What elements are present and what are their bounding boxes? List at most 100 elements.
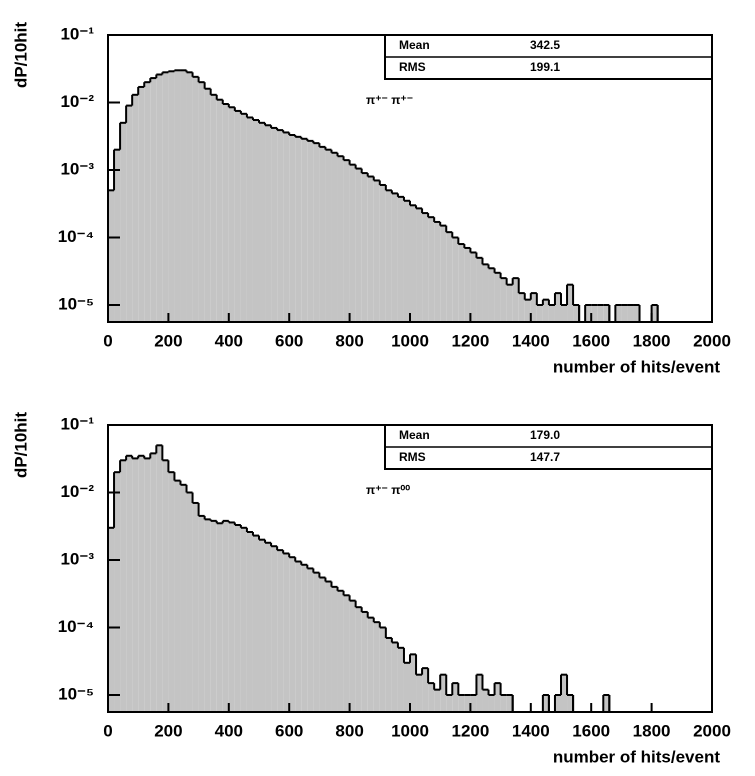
bin <box>482 689 489 712</box>
bin <box>440 225 447 322</box>
bin <box>403 200 410 322</box>
bin <box>265 125 272 322</box>
bin <box>180 70 187 322</box>
bin <box>494 272 501 322</box>
bin <box>367 176 374 322</box>
y-tick-label: 10⁻² <box>60 92 94 111</box>
bin <box>114 472 121 712</box>
x-tick-label: 1600 <box>572 721 610 740</box>
bin <box>295 561 302 712</box>
bin <box>198 82 205 323</box>
x-tick-label: 0 <box>103 331 112 350</box>
y-tick-label: 10⁻⁴ <box>58 227 94 246</box>
bin <box>349 600 356 712</box>
bin <box>210 94 217 322</box>
bin <box>651 305 658 322</box>
bin <box>458 695 465 712</box>
bin <box>240 527 247 712</box>
bin <box>150 453 157 712</box>
bin <box>548 305 555 322</box>
x-tick-label: 200 <box>154 331 182 350</box>
bin <box>446 695 453 712</box>
bin <box>216 523 223 712</box>
bin <box>403 662 410 712</box>
bin <box>361 173 368 322</box>
bin <box>174 480 181 712</box>
panel: 0 200 400 600 800 1000 1200 1400 1600 1800 2000 10⁻… <box>11 22 730 377</box>
y-tick-label: 10⁻¹ <box>60 24 94 43</box>
x-tick-label: 2000 <box>693 721 731 740</box>
x-tick-label: 0 <box>103 721 112 740</box>
y-axis-label: dP/10hit <box>11 412 30 478</box>
y-axis-label: dP/10hit <box>11 22 30 88</box>
stat-value: 179.0 <box>530 428 560 442</box>
bin <box>410 654 417 712</box>
bin <box>500 695 507 712</box>
bin <box>216 99 223 322</box>
x-tick-label: 800 <box>335 721 363 740</box>
bin <box>434 221 441 322</box>
bin <box>180 484 187 712</box>
bin <box>325 149 332 322</box>
bin <box>156 74 163 322</box>
bin <box>554 293 561 322</box>
bin <box>416 208 423 322</box>
bin <box>567 695 574 712</box>
bin <box>313 143 320 322</box>
x-tick-label: 2000 <box>693 331 731 350</box>
bin <box>252 535 259 712</box>
stat-value: 199.1 <box>530 60 560 74</box>
stat-name: Mean <box>399 38 430 52</box>
bin <box>132 94 139 322</box>
bin <box>168 71 175 322</box>
bin <box>331 586 338 712</box>
y-tick-label: 10⁻⁵ <box>58 684 94 703</box>
bin <box>246 531 253 712</box>
bin <box>633 305 640 322</box>
bin <box>319 146 326 322</box>
bin <box>277 550 284 712</box>
stat-name: Mean <box>399 428 430 442</box>
stat-value: 147.7 <box>530 450 560 464</box>
bin <box>573 305 580 322</box>
bin <box>222 520 229 712</box>
bin <box>204 88 211 322</box>
x-tick-label: 1600 <box>572 331 610 350</box>
bin <box>530 293 537 322</box>
bin <box>373 180 380 322</box>
bin <box>591 305 598 322</box>
stat-name: RMS <box>399 60 426 74</box>
bin <box>222 104 229 322</box>
bin <box>355 607 362 712</box>
bin <box>379 627 386 712</box>
bin <box>603 695 610 712</box>
bin <box>246 117 253 323</box>
bin <box>283 553 290 712</box>
bin <box>259 539 266 712</box>
y-tick-label: 10⁻³ <box>60 159 94 178</box>
bin <box>542 299 549 322</box>
panel: 0 200 400 600 800 1000 1200 1400 1600 1800 2000 10⁻… <box>11 412 730 767</box>
bin <box>488 268 495 322</box>
bin <box>476 257 483 322</box>
bin <box>289 557 296 712</box>
bin <box>204 519 211 712</box>
bin <box>343 595 350 712</box>
bin <box>271 127 278 322</box>
bin <box>234 525 241 712</box>
bin <box>156 445 163 712</box>
bin <box>307 140 314 322</box>
bin <box>186 72 193 322</box>
bin <box>506 695 513 712</box>
bin <box>192 502 199 712</box>
x-tick-label: 400 <box>215 721 243 740</box>
bin <box>416 674 423 712</box>
bin <box>385 190 392 322</box>
bin <box>536 305 543 322</box>
bin <box>126 455 133 712</box>
bin <box>168 472 175 712</box>
bin <box>343 160 350 322</box>
y-tick-label: 10⁻² <box>60 482 94 501</box>
x-tick-label: 400 <box>215 331 243 350</box>
y-tick-label: 10⁻⁴ <box>58 617 94 636</box>
